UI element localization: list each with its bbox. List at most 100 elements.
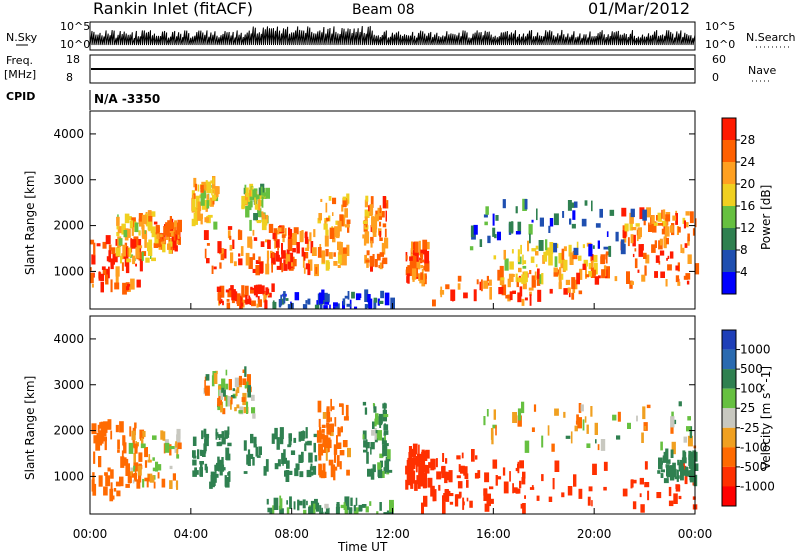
vel-cell (590, 406, 593, 417)
power-cell (355, 293, 361, 301)
vel-cell (162, 431, 166, 441)
power-cell (131, 227, 134, 236)
vel-cell (354, 511, 358, 514)
power-cell (501, 284, 507, 296)
power-cell (310, 241, 314, 254)
power-cell (675, 213, 678, 225)
vel-cell (421, 465, 427, 473)
vel-cell (283, 449, 286, 461)
freq-panel-frame (89, 54, 696, 84)
power-cell (281, 243, 283, 255)
vel-cell (228, 379, 232, 391)
power-cell (370, 225, 373, 232)
power-cell (102, 269, 107, 276)
power-cell (206, 243, 210, 246)
power-cell (339, 214, 344, 227)
vel-cell (411, 472, 414, 483)
power-cell (379, 221, 382, 227)
vel-cell (421, 449, 425, 454)
vel-cell (102, 436, 107, 442)
vel-cell (683, 436, 687, 443)
x-tick-label: 00:00 (73, 527, 108, 541)
power-cell (666, 257, 668, 261)
power-cell (332, 212, 334, 216)
power-cell (281, 250, 286, 259)
power-cell (301, 247, 305, 257)
vel-cell (329, 430, 334, 437)
power-cell (374, 214, 379, 222)
power-cell (680, 244, 683, 253)
power-cell (174, 245, 178, 252)
power-cell (405, 255, 408, 260)
vel-cell (321, 507, 323, 514)
power-cell (283, 291, 286, 300)
vel-cell (533, 404, 537, 412)
vel-cell (225, 395, 228, 407)
power-cell (553, 242, 558, 253)
vel-cell (668, 465, 672, 470)
x-tick-label: 16:00 (476, 527, 511, 541)
power-cell (296, 242, 300, 254)
vel-cell (316, 430, 322, 443)
power-cell (667, 255, 670, 259)
power-cell (517, 277, 523, 283)
vel-cell (418, 444, 420, 457)
vel-cell (215, 370, 218, 375)
vel-cell (584, 416, 587, 423)
power-cell (292, 248, 296, 253)
power-cell (166, 235, 170, 240)
vel-cell (246, 401, 249, 414)
power-cell (409, 256, 413, 261)
power-cell (326, 261, 330, 269)
vel-cell (342, 440, 348, 448)
vel-cell (575, 420, 579, 425)
power-cell (213, 266, 217, 270)
power-cell (222, 300, 224, 306)
power-cell (141, 214, 147, 225)
power-cell (653, 222, 658, 226)
power-cell (131, 239, 137, 249)
vel-cell (561, 492, 565, 498)
power-cell (341, 204, 344, 212)
power-cell (263, 291, 267, 303)
power-cell (537, 268, 540, 282)
power-cell (420, 259, 424, 263)
vel-cell (554, 408, 559, 416)
power-cell (683, 275, 688, 280)
vel-cell (274, 463, 279, 470)
power-cell (121, 223, 126, 235)
vel-cell (312, 465, 317, 475)
power-cell (535, 245, 539, 250)
cpid-label: CPID (6, 90, 35, 103)
power-cell (590, 267, 596, 278)
vel-cell (459, 465, 465, 474)
power-cell (627, 237, 630, 247)
vel-cell (99, 422, 103, 429)
power-cell (643, 252, 647, 259)
power-cell (511, 249, 514, 254)
power-cell (656, 215, 658, 221)
vel-cell (384, 423, 386, 429)
vel-cell (247, 385, 251, 398)
power-cell (136, 281, 140, 287)
vel-cell (660, 441, 663, 451)
beam-label: Beam 08 (352, 2, 415, 18)
power-cell (524, 297, 528, 301)
power-cell (305, 231, 308, 242)
power-cell (529, 294, 532, 306)
vel-cell (444, 471, 448, 484)
vel-cell (152, 435, 157, 440)
vel-cell (314, 455, 318, 462)
power-cell (115, 274, 119, 286)
vel-cell (137, 474, 142, 483)
power-cell (267, 239, 271, 249)
vel-cell (355, 497, 358, 506)
vel-cell (213, 373, 218, 384)
power-cell (381, 260, 384, 268)
power-cell (212, 197, 215, 205)
power-cell (257, 299, 262, 307)
power-cell (262, 192, 267, 196)
vel-cell (385, 443, 389, 447)
power-cell (520, 244, 522, 255)
power-cell (124, 213, 130, 224)
